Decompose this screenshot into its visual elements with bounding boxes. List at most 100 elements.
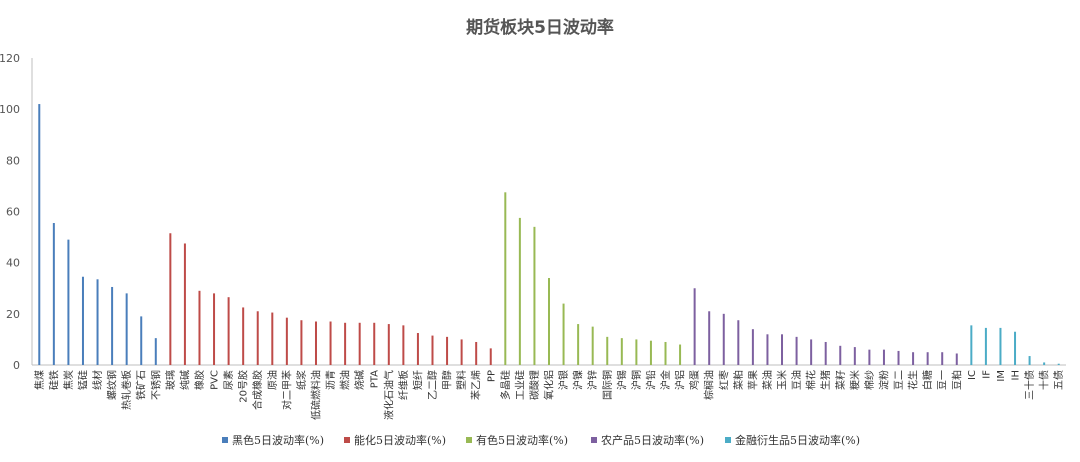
x-tick-label: 低硫燃料油 [309,370,322,420]
x-tick-label: PTA [370,370,381,388]
x-tick-label: 花生 [907,370,920,390]
x-tick-label: 红枣 [717,370,730,390]
x-tick-label: 多晶硅 [499,370,512,400]
bar [140,316,143,365]
bar [620,338,623,365]
x-tick-label: 豆油 [790,370,803,390]
y-tick-label: 40 [6,257,20,270]
x-tick-label: 沥青 [324,370,337,390]
x-tick-label: 尿素 [222,370,235,390]
x-tick-label: 沪锡 [615,370,628,390]
bar [344,322,347,365]
bar [1057,363,1060,365]
chart-title: 期货板块5日波动率 [466,17,614,38]
x-tick-label: 焦煤 [33,370,46,390]
bar [679,344,682,365]
x-tick-label: 白糖 [921,370,934,390]
bar [839,345,842,365]
x-tick-label: 沪金 [659,370,672,390]
bar [606,336,609,365]
bar [781,334,784,365]
x-tick-label: 粳米 [848,370,861,390]
bar [649,340,652,365]
bar [737,320,740,365]
bar [373,322,376,365]
bar [227,297,230,365]
legend: 黑色5日波动率(%) 能化5日波动率(%) 有色5日波动率(%) 农产品5日波动率(%… [222,433,860,447]
bar [256,311,259,365]
bar [183,243,186,365]
y-tick-label: 0 [13,359,20,372]
bar [1014,331,1017,365]
x-tick-label: 生猪 [819,370,832,390]
x-tick-label: 鸡蛋 [688,370,701,390]
bar [722,313,725,365]
bar [984,327,987,365]
x-tick-label: 十债 [1038,370,1051,390]
x-tick-label: 烧碱 [353,370,366,390]
x-tick-label: 沪铅 [644,370,657,390]
x-tick-label: 玻璃 [164,370,177,390]
x-tick-label: 棉纱 [863,370,876,390]
bar [242,307,245,365]
x-tick-label: 液化石油气 [382,370,395,420]
bar [868,349,871,365]
bar [912,352,915,365]
bar [169,233,172,365]
bar [708,311,711,365]
bar [751,329,754,365]
bar [446,336,449,365]
x-tick-label: 棕榈油 [703,370,716,400]
x-tick-label: 豆二 [893,370,905,390]
legend-swatch [344,437,350,443]
x-tick-label: PP [486,370,497,382]
x-tick-label: 焦炭 [62,370,75,390]
x-tick-label: 纸浆 [295,370,308,390]
x-tick-label: 沪银 [557,370,570,390]
bar [125,293,128,365]
x-tick-label: 沪铝 [674,370,687,390]
y-tick-label: 20 [6,308,20,321]
x-tick-label: 玉米 [776,370,789,390]
x-tick-label: 热轧卷板 [120,370,133,410]
bar [635,339,638,365]
legend-label: 能化5日波动率(%) [354,433,446,447]
bar [198,290,201,365]
x-tick-label: 铁矿石 [135,370,148,400]
legend-swatch [725,437,731,443]
bar [111,286,114,365]
bar [548,278,550,365]
x-tick-label: 塑料 [455,370,468,390]
bar [300,320,303,365]
x-tick-label: 碳酸锂 [528,370,541,400]
x-tick-label: 菜油 [761,370,774,390]
bar [358,322,361,365]
bar [329,321,332,365]
y-tick-label: 80 [6,154,20,167]
bar [213,293,216,365]
bar [402,325,405,365]
y-tick-label: 60 [6,206,20,219]
legend-swatch [591,437,597,443]
x-tick-label: 不锈钢 [149,370,162,400]
bar [693,288,696,365]
x-tick-label: 三十债 [1023,370,1036,400]
x-tick-label: 棉花 [805,370,818,390]
bar [766,334,769,365]
x-tick-label: 氧化铝 [543,370,556,400]
legend-label: 农产品5日波动率(%) [601,433,704,447]
bar [387,324,390,365]
bar [897,350,900,365]
bars-group [38,104,1060,366]
x-tick-label: 五债 [1052,370,1065,390]
x-tick-label: 苹果 [746,370,759,390]
legend-label: 金融衍生品5日波动率(%) [735,433,860,447]
bar [314,321,317,365]
y-axis: 0 20 40 60 80 100 120 [0,52,1066,372]
bar [1043,362,1046,365]
x-tick-label: IF [981,370,992,379]
legend-label: 有色5日波动率(%) [476,433,568,447]
bar [970,325,973,365]
x-tick-label: 沪镍 [572,370,585,390]
